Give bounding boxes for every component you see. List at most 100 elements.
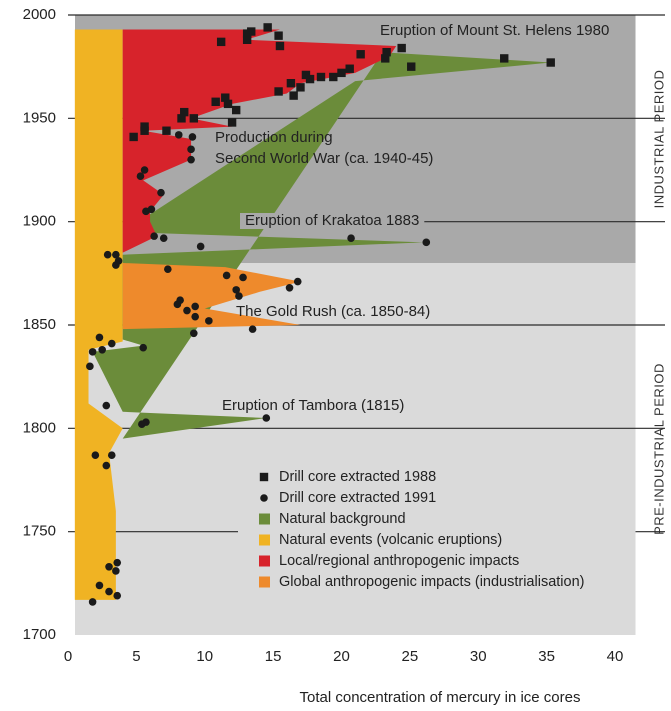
annotation: The Gold Rush (ca. 1850-84): [236, 303, 430, 320]
data-point: [239, 273, 247, 282]
data-point: [159, 234, 168, 242]
data-point: [381, 54, 390, 63]
data-point: [164, 265, 172, 274]
data-point: [107, 339, 116, 348]
data-point: [546, 58, 555, 67]
x-axis-title: Total concentration of mercury in ice co…: [300, 689, 581, 706]
data-point: [102, 461, 111, 470]
data-point: [286, 79, 296, 88]
data-point: [247, 27, 256, 36]
data-point: [105, 587, 113, 596]
annotation: Eruption of Tambora (1815): [222, 397, 404, 414]
x-tick-label: 20: [333, 648, 350, 665]
data-point: [263, 23, 272, 32]
period-label: INDUSTRIAL PERIOD: [651, 70, 666, 209]
annotation: Second World War (ca. 1940-45): [215, 150, 433, 167]
data-point: [222, 271, 231, 280]
data-point: [150, 232, 158, 240]
data-point: [187, 145, 195, 154]
x-tick-label: 35: [538, 648, 555, 665]
data-point: [183, 306, 191, 315]
data-point: [356, 50, 365, 59]
data-point: [397, 43, 406, 53]
data-point: [345, 64, 354, 73]
data-point: [337, 68, 346, 78]
legend-swatch: [259, 513, 270, 525]
data-point: [147, 205, 156, 214]
data-point: [112, 567, 120, 575]
data-point: [242, 35, 252, 44]
data-point: [232, 286, 241, 294]
data-point: [103, 250, 112, 259]
data-point: [88, 348, 97, 356]
data-point: [98, 346, 106, 354]
data-point: [248, 325, 257, 333]
data-point: [139, 343, 148, 352]
data-point: [191, 302, 199, 311]
area-region: [92, 52, 551, 439]
data-point: [285, 284, 294, 292]
data-point: [262, 414, 271, 422]
x-tick-label: 15: [265, 648, 282, 665]
data-point: [177, 114, 186, 123]
data-point: [293, 277, 302, 286]
y-tick-label: 1950: [23, 109, 56, 126]
legend-label: Drill core extracted 1991: [279, 490, 436, 506]
x-tick-label: 10: [196, 648, 213, 665]
x-tick-label: 25: [402, 648, 419, 665]
data-point: [211, 97, 220, 106]
y-tick-label: 1800: [23, 419, 56, 436]
data-point: [316, 72, 326, 82]
area-region: [74, 29, 123, 600]
data-point: [275, 41, 285, 51]
data-point: [347, 234, 355, 242]
data-point: [140, 166, 149, 174]
legend-marker: [260, 494, 268, 502]
legend-swatch: [259, 555, 270, 567]
data-point: [174, 131, 183, 139]
y-tick-label: 2000: [23, 6, 56, 23]
data-point: [187, 155, 195, 164]
data-point: [91, 451, 100, 460]
data-point: [180, 107, 189, 117]
data-point: [162, 126, 171, 135]
x-tick-label: 30: [470, 648, 487, 665]
data-point: [216, 37, 226, 47]
legend-marker: [259, 472, 269, 482]
data-point: [301, 70, 311, 80]
data-point: [500, 54, 509, 63]
legend-swatch: [259, 534, 270, 546]
data-point: [422, 238, 431, 247]
data-point: [205, 317, 213, 325]
data-point: [176, 296, 184, 305]
y-tick-label: 1750: [23, 523, 56, 540]
data-point: [95, 333, 104, 342]
data-point: [95, 581, 104, 590]
data-point: [157, 188, 165, 197]
y-tick-label: 1700: [23, 626, 56, 643]
data-point: [88, 598, 97, 606]
data-point: [221, 93, 230, 102]
period-label: PRE-INDUSTRIAL PERIOD: [651, 363, 666, 535]
data-point: [235, 292, 243, 300]
y-tick-label: 1850: [23, 316, 56, 333]
data-point: [102, 401, 111, 410]
legend: Drill core extracted 1988 Drill core extr…: [238, 465, 636, 595]
data-point: [105, 563, 113, 571]
data-point: [227, 118, 237, 127]
data-point: [136, 172, 145, 180]
x-tick-label: 0: [64, 648, 72, 665]
data-point: [196, 242, 205, 251]
data-point: [129, 132, 138, 142]
area-region: [122, 263, 301, 330]
data-point: [113, 591, 122, 600]
legend-label: Global anthropogenic impacts (industrial…: [279, 574, 584, 590]
data-point: [274, 87, 283, 96]
data-point: [289, 91, 298, 100]
x-tick-label: 5: [132, 648, 140, 665]
data-point: [188, 133, 197, 141]
annotation: Eruption of Krakatoa 1883: [245, 212, 419, 229]
data-point: [189, 114, 199, 123]
x-tick-label: 40: [607, 648, 624, 665]
